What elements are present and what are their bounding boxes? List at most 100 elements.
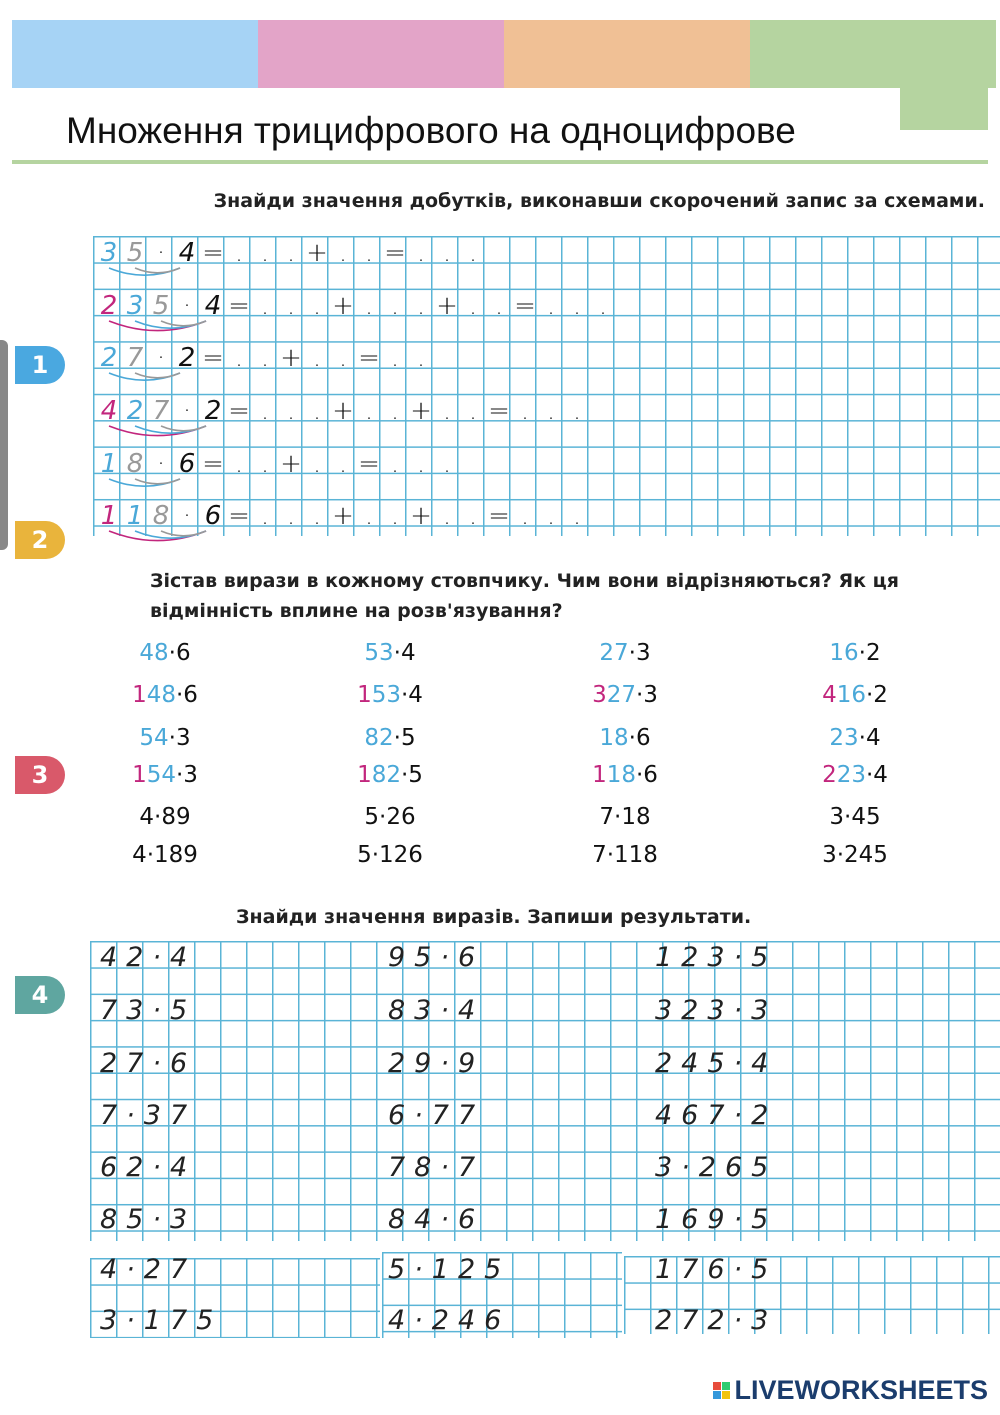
answer-dot[interactable]: . [572, 396, 582, 426]
answer-dot[interactable]: . [442, 501, 452, 531]
expression-part: 1 [132, 762, 147, 788]
answer-dot[interactable]: . [364, 291, 374, 321]
answer-dot[interactable]: . [546, 396, 556, 426]
answer-dot[interactable]: . [312, 343, 322, 373]
answer-dot[interactable]: . [286, 291, 296, 321]
answer-dot[interactable]: . [546, 501, 556, 531]
exercise-expression: 95·6 [388, 942, 485, 973]
exercise-expression: 6·77 [388, 1100, 485, 1131]
answer-dot[interactable]: . [468, 238, 478, 268]
answer-dot[interactable]: . [364, 238, 374, 268]
answer-dot[interactable]: . [546, 291, 556, 321]
scheme-char: + [410, 396, 432, 426]
scheme-char: 7 [126, 343, 144, 373]
answer-dot[interactable]: . [312, 396, 322, 426]
task-4-grid-top [90, 941, 1000, 1241]
answer-dot[interactable]: . [338, 343, 348, 373]
expression-part: 23 [836, 762, 866, 788]
answer-dot[interactable]: . [286, 501, 296, 531]
answer-dot[interactable]: . [390, 291, 400, 321]
task-4-grid-bottom-right [624, 1256, 1000, 1334]
scheme-char: 8 [126, 449, 144, 479]
exercise-expression: 245·4 [655, 1048, 778, 1079]
expression-part: 1 [357, 762, 372, 788]
answer-dot[interactable]: . [598, 291, 608, 321]
answer-dot[interactable]: . [390, 396, 400, 426]
comparison-expression: 53·4 [364, 640, 415, 666]
expression-part: 7·18 [599, 804, 651, 830]
expression-part: ·6 [628, 725, 651, 751]
answer-dot[interactable]: . [468, 501, 478, 531]
scheme-arrow [160, 530, 207, 537]
answer-dot[interactable]: . [390, 501, 400, 531]
scheme-char: = [358, 449, 380, 479]
scheme-char: 2 [178, 343, 196, 373]
page-title: Множення трицифрового на одноцифрове [66, 110, 796, 151]
answer-dot[interactable]: . [494, 291, 504, 321]
answer-dot[interactable]: . [390, 449, 400, 479]
comparison-expression: 118·6 [592, 762, 658, 788]
answer-dot[interactable]: . [416, 238, 426, 268]
comparison-expression: 82·5 [364, 725, 415, 751]
answer-dot[interactable]: . [234, 238, 244, 268]
expression-part: 82 [364, 725, 394, 751]
comparison-expression: 4·89 [139, 804, 190, 830]
expression-part: 53 [371, 682, 401, 708]
answer-dot[interactable]: . [442, 396, 452, 426]
answer-dot[interactable]: . [234, 343, 244, 373]
answer-dot[interactable]: . [260, 396, 270, 426]
answer-dot[interactable]: . [338, 238, 348, 268]
answer-dot[interactable]: . [260, 449, 270, 479]
answer-dot[interactable]: . [520, 396, 530, 426]
answer-dot[interactable]: . [260, 291, 270, 321]
comparison-expression: 153·4 [357, 682, 423, 708]
task-badge-3: 3 [15, 756, 65, 794]
answer-dot[interactable]: . [260, 501, 270, 531]
answer-dot[interactable]: . [312, 449, 322, 479]
exercise-expression: 42·4 [100, 942, 197, 973]
task-1-instruction: Знайди значення добутків, виконавши скор… [213, 190, 985, 212]
scheme-char: + [410, 501, 432, 531]
expression-part: ·3 [635, 682, 658, 708]
answer-dot[interactable]: . [416, 291, 426, 321]
answer-dot[interactable]: . [442, 238, 452, 268]
answer-dot[interactable]: . [234, 449, 244, 479]
comparison-expression: 48·6 [139, 640, 190, 666]
answer-dot[interactable]: . [416, 449, 426, 479]
scheme-char: + [332, 396, 354, 426]
scheme-char: 7 [152, 396, 170, 426]
scheme-char: 4 [178, 238, 196, 268]
scheme-row: 2 3 5 · 4 =... +... +.. =... [96, 291, 616, 321]
answer-dot[interactable]: . [312, 291, 322, 321]
answer-dot[interactable]: . [260, 238, 270, 268]
answer-dot[interactable]: . [572, 291, 582, 321]
scheme-char: + [280, 343, 302, 373]
answer-dot[interactable]: . [390, 343, 400, 373]
exercise-expression: 4·27 [100, 1254, 197, 1285]
answer-dot[interactable]: . [338, 449, 348, 479]
answer-dot[interactable]: . [364, 396, 374, 426]
answer-dot[interactable]: . [286, 238, 296, 268]
task-badge-2: 2 [15, 521, 65, 559]
answer-dot[interactable]: . [260, 343, 270, 373]
expression-part: ·3 [168, 725, 191, 751]
scheme-char: = [514, 291, 536, 321]
scheme-char: = [384, 238, 406, 268]
exercise-expression: 62·4 [100, 1152, 197, 1183]
expression-part: 5·126 [357, 842, 423, 868]
comparison-expression: 182·5 [357, 762, 423, 788]
answer-dot[interactable]: . [468, 291, 478, 321]
answer-dot[interactable]: . [572, 501, 582, 531]
answer-dot[interactable]: . [520, 501, 530, 531]
answer-dot[interactable]: . [442, 449, 452, 479]
answer-dot[interactable]: . [468, 396, 478, 426]
answer-dot[interactable]: . [364, 501, 374, 531]
scheme-row: 1 8 · 6 =.. +.. =... [96, 449, 460, 479]
expression-part: ·4 [400, 682, 423, 708]
answer-dot[interactable]: . [416, 343, 426, 373]
expression-part: 18 [599, 725, 629, 751]
logo-text: LIVEWORKSHEETS [734, 1375, 988, 1405]
expression-part: 3·45 [829, 804, 881, 830]
answer-dot[interactable]: . [312, 501, 322, 531]
answer-dot[interactable]: . [286, 396, 296, 426]
